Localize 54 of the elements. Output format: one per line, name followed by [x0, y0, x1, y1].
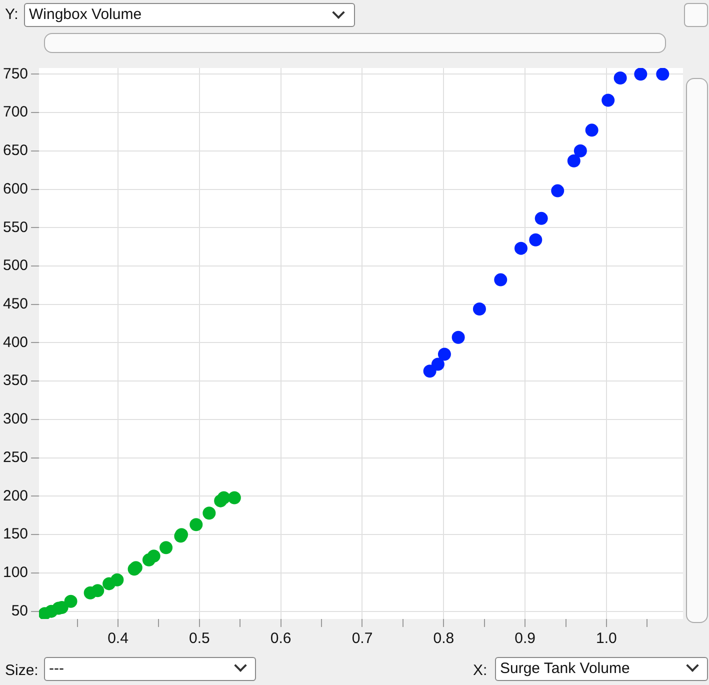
point — [160, 541, 173, 554]
point — [634, 68, 648, 81]
y-tick-label: 750 — [2, 65, 28, 82]
point — [217, 491, 230, 504]
x-tick-label: 0.7 — [352, 630, 373, 648]
y-tick-label: 200 — [2, 487, 28, 504]
text: X: — [473, 662, 488, 679]
point — [202, 506, 216, 520]
text: Size: — [5, 662, 38, 679]
y-tick-label: 650 — [2, 142, 28, 160]
point — [472, 302, 486, 316]
y-tick-label: 350 — [2, 372, 28, 390]
x-axis-title: Surge Tank Volume — [495, 657, 708, 681]
y-tick-label: 550 — [2, 218, 28, 236]
point — [147, 550, 160, 563]
y-tick-label: 300 — [2, 410, 28, 428]
point — [602, 94, 615, 107]
point — [514, 242, 528, 255]
point — [431, 358, 444, 371]
point — [551, 184, 564, 198]
point — [64, 594, 78, 608]
point — [585, 124, 598, 137]
y-tick-label: 100 — [2, 564, 28, 582]
text: --- — [44, 657, 256, 681]
point — [438, 348, 451, 361]
x-tick-label: 0.4 — [108, 630, 128, 648]
point — [567, 154, 580, 168]
x-tick-label: 1.0 — [596, 630, 617, 648]
y-tick-label: 700 — [2, 104, 28, 121]
point — [614, 71, 627, 84]
y-tick-label: 250 — [2, 448, 28, 466]
y-tick-label: 450 — [2, 296, 28, 313]
point — [190, 518, 203, 532]
text: Y: — [5, 6, 18, 23]
point — [452, 330, 465, 344]
x-tick-label: 0.6 — [270, 630, 292, 648]
point — [91, 584, 104, 598]
x-tick-label: 0.9 — [514, 630, 536, 648]
y-tick-label: 150 — [2, 526, 28, 543]
point — [494, 273, 508, 286]
point — [534, 212, 548, 225]
y-tick-label: 600 — [2, 180, 28, 198]
y-tick-label: 400 — [2, 334, 28, 351]
x-tick-label: 0.5 — [188, 630, 210, 648]
y-axis-title: Wingbox Volume — [24, 3, 355, 27]
point — [228, 491, 241, 504]
y-tick-label: 500 — [2, 257, 28, 274]
point — [423, 364, 436, 378]
y-tick-label: 50 — [11, 602, 28, 620]
point — [110, 573, 124, 586]
point — [529, 233, 542, 246]
x-tick-label: 0.8 — [433, 630, 454, 648]
point — [656, 68, 670, 81]
point — [574, 144, 587, 158]
